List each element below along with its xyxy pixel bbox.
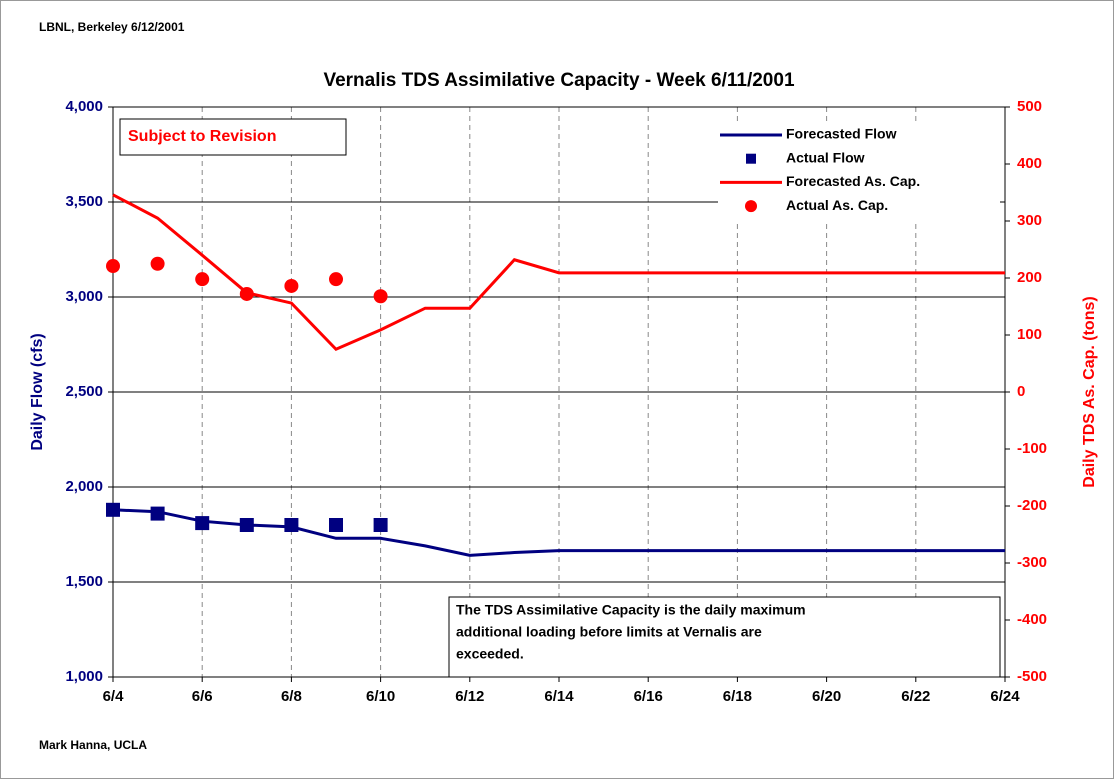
y2-tick-label: -500	[1017, 668, 1047, 685]
y-tick-label: 3,500	[65, 193, 103, 210]
marker-circle	[284, 278, 299, 293]
y2-tick-label: -400	[1017, 611, 1047, 628]
legend-label: Actual Flow	[786, 149, 865, 165]
stamp-box	[119, 118, 347, 156]
footer: Mark Hanna, UCLA	[39, 738, 147, 752]
y2-tick-label: 400	[1017, 155, 1042, 172]
legend-label: Actual As. Cap.	[786, 197, 888, 213]
y-tick-label: 1,500	[65, 573, 103, 590]
header: LBNL, Berkeley 6/12/2001	[39, 20, 185, 34]
marker-square	[150, 506, 165, 521]
x-tick-label: 6/22	[901, 688, 930, 705]
marker-square	[329, 518, 343, 532]
series-line	[112, 193, 1005, 352]
note-line: additional loading before limits at Vern…	[456, 624, 762, 640]
x-tick-label: 6/14	[544, 688, 574, 705]
y-tick-label: 2,000	[65, 478, 103, 495]
y-axis-label: Daily Flow (cfs)	[29, 333, 46, 450]
y-tick-label: 1,000	[65, 668, 103, 685]
legend-label: Forecasted Flow	[786, 126, 897, 142]
marker-circle	[239, 286, 254, 301]
marker-square	[373, 518, 388, 532]
y2-tick-label: 100	[1017, 326, 1042, 343]
marker-square	[195, 516, 210, 531]
y2-tick-label: 0	[1017, 383, 1025, 400]
y2-tick-label: -200	[1017, 497, 1047, 514]
note: The TDS Assimilative Capacity is the dai…	[448, 596, 1001, 678]
marker-circle	[150, 256, 165, 271]
x-tick-label: 6/8	[281, 688, 302, 705]
marker-square	[239, 518, 254, 532]
y2-axis-label: Daily TDS As. Cap. (tons)	[1081, 296, 1098, 487]
y2-tick-label: 200	[1017, 269, 1042, 286]
marker-square	[284, 518, 299, 532]
x-tick-label: 6/4	[103, 688, 125, 705]
marker-circle	[195, 272, 210, 287]
chart-title: Vernalis TDS Assimilative Capacity - Wee…	[323, 70, 794, 91]
marker-square	[106, 502, 120, 517]
x-tick-label: 6/10	[366, 688, 395, 705]
marker-circle	[106, 259, 120, 274]
legend-box	[718, 122, 1000, 222]
y-tick-label: 3,000	[65, 288, 103, 305]
note-line: The TDS Assimilative Capacity is the dai…	[456, 602, 806, 618]
x-tick-label: 6/16	[634, 688, 663, 705]
x-tick-label: 6/18	[723, 688, 752, 705]
note-line: exceeded.	[456, 646, 524, 662]
note-box	[448, 596, 1001, 678]
marker-circle	[329, 272, 343, 287]
x-tick-label: 6/12	[455, 688, 484, 705]
y2-tick-label: 300	[1017, 212, 1042, 229]
y-tick-label: 2,500	[65, 383, 103, 400]
y2-tick-label: -300	[1017, 554, 1047, 571]
stamp: Subject to Revision	[119, 118, 347, 156]
x-tick-label: 6/6	[192, 688, 213, 705]
y-tick-label: 4,000	[65, 98, 103, 115]
legend-swatch	[745, 200, 757, 213]
marker-circle	[373, 289, 388, 304]
legend: Forecasted Flow Actual Flow Forecasted As.…	[718, 122, 1000, 222]
stamp-text: Subject to Revision	[128, 128, 276, 145]
x-tick-label: 6/20	[812, 688, 841, 705]
legend-label: Forecasted As. Cap.	[786, 173, 920, 189]
y2-tick-label: -100	[1017, 440, 1047, 457]
legend-swatch	[746, 153, 756, 164]
x-tick-label: 6/24	[990, 688, 1020, 705]
y2-tick-label: 500	[1017, 98, 1042, 115]
series-line	[112, 508, 1005, 557]
